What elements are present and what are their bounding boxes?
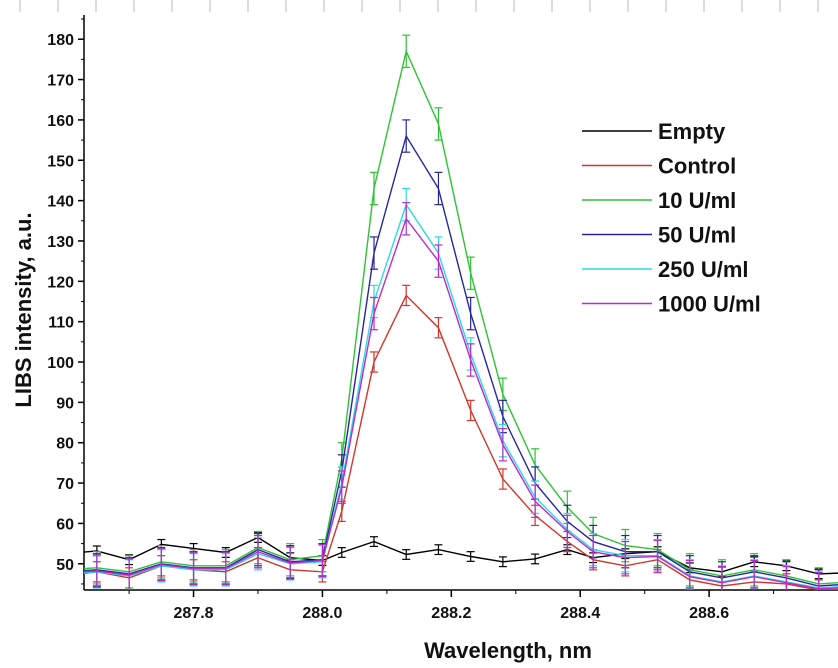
y-tick-label: 140: [47, 194, 74, 211]
y-axis-label: LIBS intensity, a.u.: [11, 212, 36, 407]
y-tick-label: 130: [47, 234, 74, 251]
legend-label-10-u-ml: 10 U/ml: [658, 188, 736, 213]
legend-label-1000-u-ml: 1000 U/ml: [658, 292, 761, 317]
x-axis-ticks: 287.8 288.0 288.2 288.4 288.6: [128, 590, 775, 622]
x-tick-label: 288.4: [560, 605, 600, 622]
axes: [83, 15, 838, 591]
y-tick-label: 170: [47, 73, 74, 90]
x-axis-label: Wavelength, nm: [424, 638, 592, 663]
x-tick-label: 287.8: [174, 605, 214, 622]
legend-label-control: Control: [658, 154, 736, 179]
y-tick-label: 90: [56, 395, 74, 412]
y-tick-label: 70: [56, 476, 74, 493]
y-tick-label: 150: [47, 153, 74, 170]
series-line-250-u-ml: [84, 203, 838, 589]
y-tick-label: 50: [56, 557, 74, 574]
series-group: [84, 34, 838, 590]
y-tick-label: 120: [47, 274, 74, 291]
legend-label-50-u-ml: 50 U/ml: [658, 223, 736, 248]
y-tick-label: 80: [56, 436, 74, 453]
series-line-10-u-ml: [84, 49, 838, 585]
y-tick-label: 180: [47, 32, 74, 49]
x-tick-label: 288.6: [689, 605, 729, 622]
y-tick-label: 110: [48, 315, 74, 332]
y-tick-label: 100: [47, 355, 74, 372]
series-line-empty: [84, 536, 838, 575]
plot-area: [84, 34, 838, 590]
legend-label-empty: Empty: [658, 119, 726, 144]
x-tick-label: 288.0: [302, 605, 342, 622]
series-line-1000-u-ml: [84, 217, 838, 590]
series-line-50-u-ml: [84, 134, 838, 587]
legend-label-250-u-ml: 250 U/ml: [658, 257, 749, 282]
x-tick-label: 288.2: [431, 605, 471, 622]
y-tick-label: 160: [47, 113, 74, 130]
top-tick-marks: [19, 0, 819, 12]
y-axis-ticks: 50 60 70 80 90 100 110 120 130 140 150 160 170 180: [47, 18, 84, 585]
y-tick-label: 60: [56, 516, 74, 533]
series-line-control: [84, 294, 838, 590]
legend: Empty Control 10 U/ml 50 U/ml 250 U/ml 1000 U…: [582, 119, 761, 317]
